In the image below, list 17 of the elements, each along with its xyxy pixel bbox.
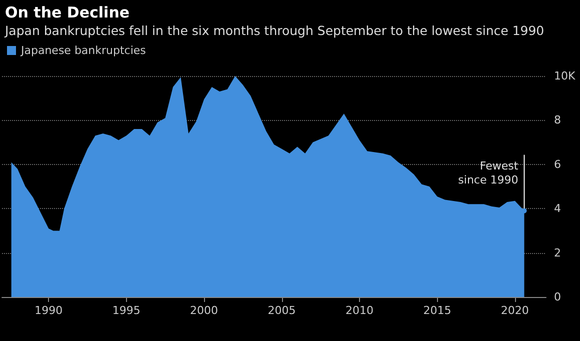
x-tick-label: 2020 [500,304,529,317]
x-tick-label: 2010 [345,304,374,317]
chart-subtitle: Japan bankruptcies fell in the six months through September to the lowest since 1990 [4,23,544,38]
x-tick-label: 1995 [112,304,140,317]
y-tick-label: 6 [554,158,561,171]
chart-title: On the Decline [5,4,130,22]
y-tick-label: 4 [554,202,561,216]
x-tick-label: 2015 [423,304,452,317]
annotation: Fewest since 1990 [458,159,519,186]
x-tick-label: 2000 [190,304,218,317]
y-tick-label: 8 [554,114,561,127]
x-tick-label: 2005 [268,304,296,317]
y-tick-label: 10K [554,70,576,82]
x-tick-label: 1990 [34,304,63,317]
y-tick-label: 2 [554,246,561,260]
legend-label: Japanese bankruptcies [20,44,146,57]
y-tick-label: 0 [554,290,561,304]
